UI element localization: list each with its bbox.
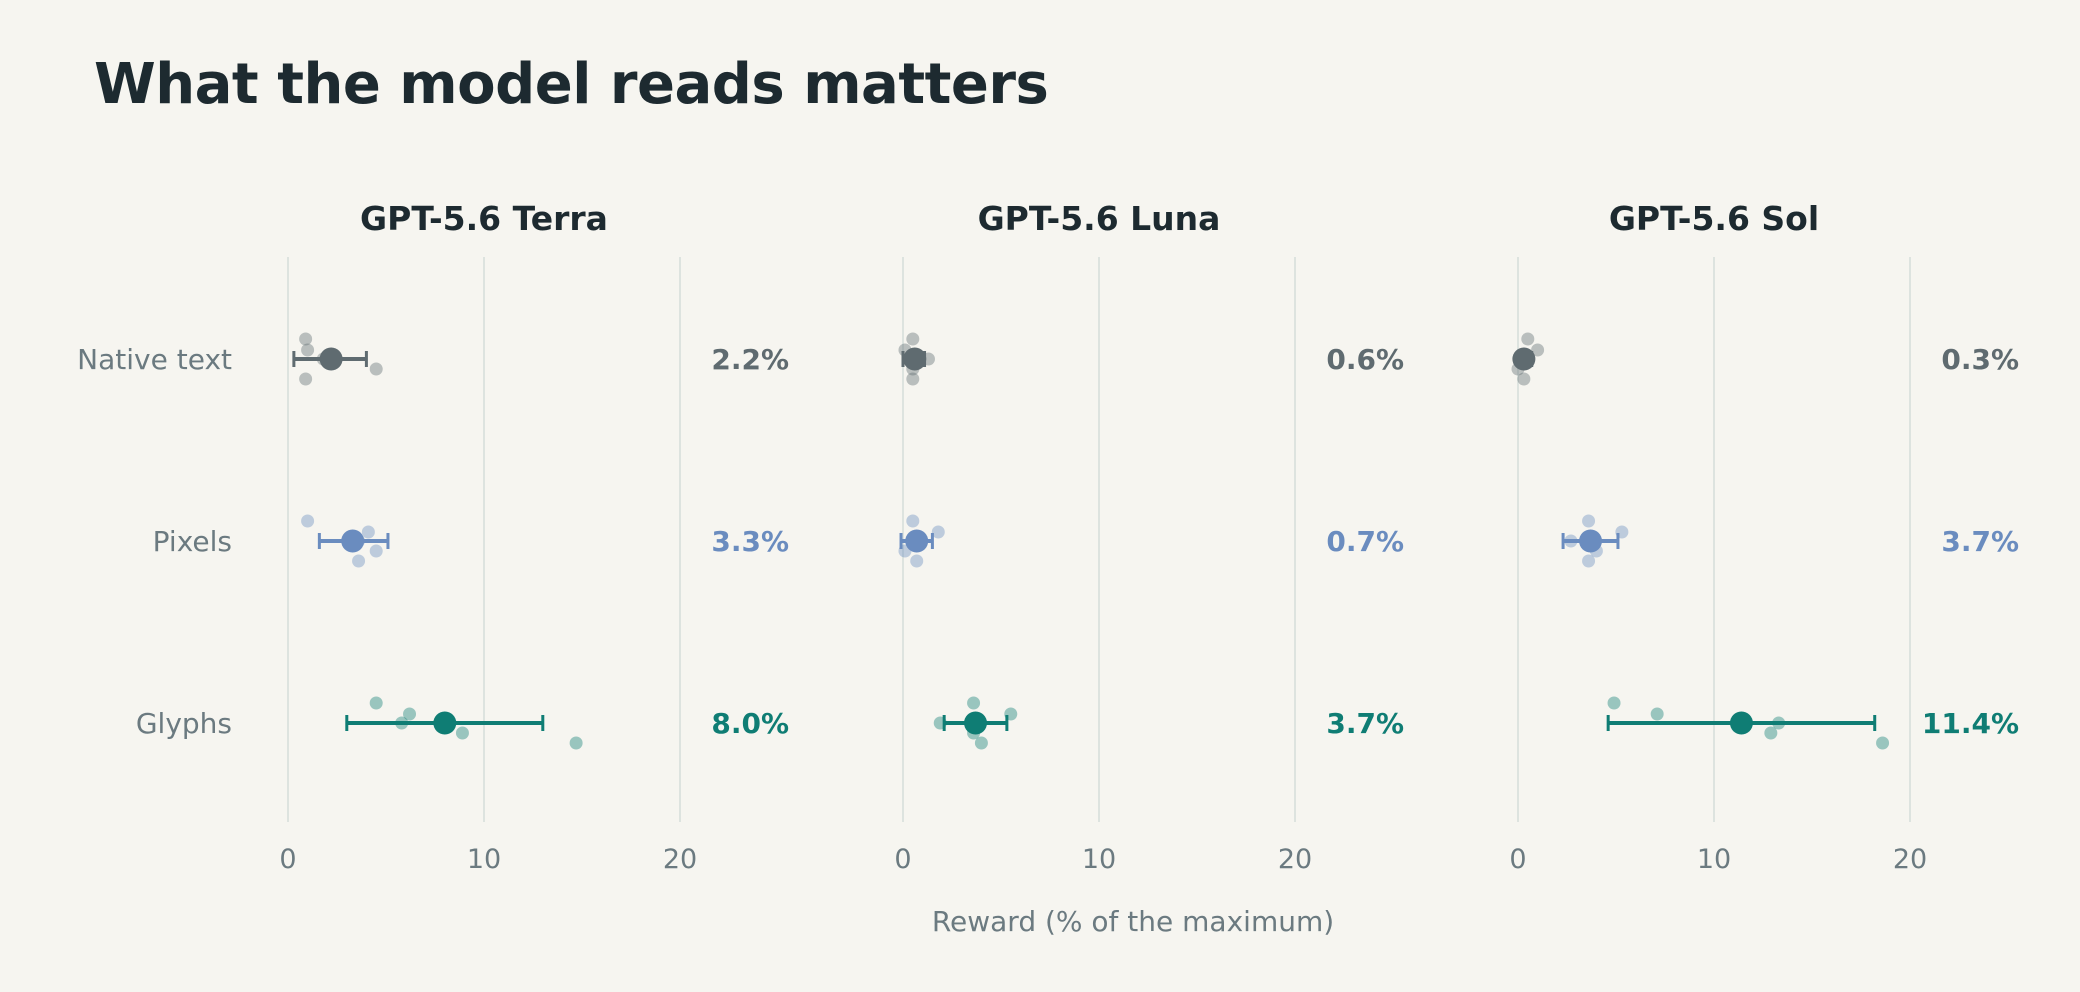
data-point [931,525,945,539]
mean-marker [905,529,929,553]
x-tick-label: 0 [279,844,296,875]
data-point [974,736,988,750]
x-tick-label: 20 [663,844,697,875]
value-label: 3.3% [711,525,789,558]
mean-marker [341,529,365,553]
x-tick-label: 0 [1509,844,1526,875]
x-tick-label: 10 [1697,844,1731,875]
data-point [967,696,981,710]
data-point [369,362,383,376]
value-label: 0.6% [1326,343,1404,376]
mean-marker [433,711,457,735]
data-point [299,332,313,346]
data-point [1650,707,1664,721]
data-point [301,514,315,528]
panel-title: GPT-5.6 Terra [360,199,608,238]
row-label: Glyphs [136,707,232,740]
data-point [1521,332,1535,346]
mean-marker [1729,711,1753,735]
mean-marker [319,347,343,371]
data-point [1582,554,1596,568]
data-point [403,707,417,721]
data-point [352,554,366,568]
data-point [906,514,920,528]
data-point [910,554,924,568]
row-label: Native text [77,343,232,376]
panel-title: GPT-5.6 Sol [1609,199,1819,238]
mean-marker [903,347,927,371]
value-label: 0.7% [1326,525,1404,558]
value-label: 3.7% [1326,707,1404,740]
value-label: 11.4% [1922,707,2019,740]
chart-title: What the model reads matters [94,52,1049,117]
row-label: Pixels [153,525,232,558]
data-point [1607,696,1621,710]
data-point [1531,343,1545,357]
x-tick-label: 10 [467,844,501,875]
data-point [301,343,315,357]
value-label: 2.2% [711,343,789,376]
data-point [1876,736,1890,750]
data-point [369,696,383,710]
data-point [906,372,920,386]
data-point [361,525,375,539]
mean-marker [964,711,988,735]
panel-title: GPT-5.6 Luna [978,199,1221,238]
data-point [369,544,383,558]
value-label: 8.0% [711,707,789,740]
mean-marker [1579,529,1603,553]
data-point [455,726,469,740]
data-point [906,332,920,346]
x-axis-title: Reward (% of the maximum) [932,905,1334,938]
data-point [1582,514,1596,528]
x-tick-label: 20 [1278,844,1312,875]
data-point [1517,372,1531,386]
x-tick-label: 10 [1082,844,1116,875]
mean-marker [1512,347,1536,371]
x-tick-label: 20 [1893,844,1927,875]
data-point [299,372,313,386]
value-label: 0.3% [1941,343,2019,376]
value-label: 3.7% [1941,525,2019,558]
x-tick-label: 0 [894,844,911,875]
data-point [569,736,583,750]
data-point [1764,726,1778,740]
